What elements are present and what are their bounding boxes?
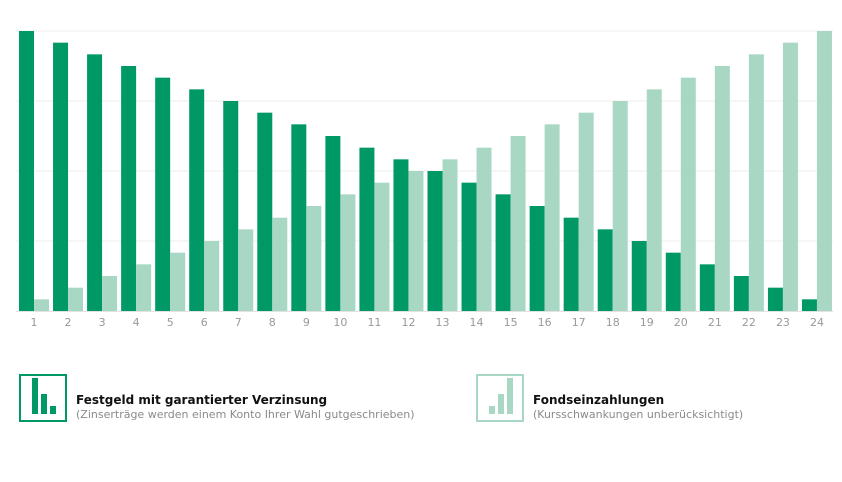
x-tick-label: 8 xyxy=(269,316,276,329)
bar-festgeld xyxy=(291,124,307,311)
bar-fonds xyxy=(612,101,628,311)
x-tick-label: 11 xyxy=(367,316,381,329)
legend-item-fonds: Fondseinzahlungen (Kursschwankungen unbe… xyxy=(476,374,743,422)
bar-fonds xyxy=(306,206,322,311)
bar-fonds xyxy=(408,171,424,311)
bar-festgeld xyxy=(529,206,545,311)
bar-festgeld xyxy=(19,31,34,311)
rising-bars-icon xyxy=(476,374,524,422)
x-tick-label: 7 xyxy=(235,316,242,329)
bar-fonds xyxy=(68,287,84,311)
x-tick-label: 3 xyxy=(99,316,106,329)
bar-festgeld xyxy=(223,101,239,311)
bar-fonds xyxy=(374,182,390,311)
x-tick-label: 18 xyxy=(606,316,620,329)
bar-festgeld xyxy=(699,264,715,311)
x-tick-label: 4 xyxy=(133,316,140,329)
bar-festgeld xyxy=(631,241,647,311)
bar-fonds xyxy=(782,42,798,312)
bar-fonds xyxy=(272,217,288,311)
x-tick-label: 6 xyxy=(201,316,208,329)
bar-festgeld xyxy=(733,276,749,311)
x-tick-label: 10 xyxy=(333,316,347,329)
gridlines xyxy=(16,30,833,242)
x-tick-label: 5 xyxy=(167,316,174,329)
x-tick-label: 23 xyxy=(776,316,790,329)
x-tick-label: 17 xyxy=(572,316,586,329)
bar-festgeld xyxy=(359,147,375,311)
bar-festgeld xyxy=(597,229,613,311)
bar-festgeld xyxy=(121,66,137,311)
bar-fonds xyxy=(544,124,560,311)
x-tick-label: 19 xyxy=(640,316,654,329)
legend-subtitle: (Zinserträge werden einem Konto Ihrer Wa… xyxy=(76,408,415,421)
bar-fonds xyxy=(136,264,152,311)
x-tick-label: 14 xyxy=(470,316,484,329)
bar-fonds xyxy=(476,147,492,311)
bar-festgeld xyxy=(495,194,511,311)
x-tick-labels: 1 2 3 4 5 6 7 8 9 10 11 12 13 14 15 16 17 18 19 20 21 22 23 24 xyxy=(31,316,824,329)
bar-fonds xyxy=(680,77,696,311)
x-tick-label: 1 xyxy=(31,316,38,329)
x-tick-label: 21 xyxy=(708,316,722,329)
x-tick-label: 16 xyxy=(538,316,552,329)
bar-festgeld xyxy=(257,112,273,311)
bar-fonds xyxy=(578,112,594,311)
x-tick-label: 13 xyxy=(436,316,450,329)
x-tick-label: 20 xyxy=(674,316,688,329)
bar-fonds xyxy=(510,136,526,311)
bar-fonds xyxy=(340,194,356,311)
bar-chart: 1 2 3 4 5 6 7 8 9 10 11 12 13 14 15 16 17 18 19 20 21 22 23 24 xyxy=(16,30,833,329)
bar-festgeld xyxy=(53,42,69,312)
legend-title: Festgeld mit garantierter Verzinsung xyxy=(76,393,328,407)
declining-bars-icon xyxy=(19,374,67,422)
x-tick-label: 2 xyxy=(65,316,72,329)
bar-fonds xyxy=(714,66,730,311)
bar-fonds xyxy=(102,276,118,311)
bar-fonds xyxy=(170,252,186,311)
legend-title: Fondseinzahlungen xyxy=(533,393,665,407)
bar-fonds xyxy=(442,159,458,311)
legend-subtitle: (Kursschwankungen unberücksichtigt) xyxy=(533,408,744,421)
bar-festgeld xyxy=(155,77,171,311)
bar-festgeld xyxy=(87,54,103,311)
bar-festgeld xyxy=(393,159,409,311)
bar-festgeld xyxy=(563,217,579,311)
bar-fonds xyxy=(646,89,662,311)
bars xyxy=(19,31,832,312)
bar-festgeld xyxy=(665,252,681,311)
bar-fonds xyxy=(34,299,49,311)
legend-item-festgeld: Festgeld mit garantierter Verzinsung (Zi… xyxy=(19,374,415,422)
bar-festgeld xyxy=(427,171,443,311)
bar-fonds xyxy=(238,229,254,311)
bar-fonds xyxy=(748,54,764,311)
bar-fonds xyxy=(204,241,220,311)
x-tick-label: 15 xyxy=(504,316,518,329)
x-tick-label: 22 xyxy=(742,316,756,329)
bar-festgeld xyxy=(801,299,817,311)
bar-festgeld xyxy=(325,136,341,311)
bar-festgeld xyxy=(189,89,205,311)
bar-festgeld xyxy=(461,182,477,311)
x-tick-label: 9 xyxy=(303,316,310,329)
x-tick-label: 24 xyxy=(810,316,824,329)
bar-fonds xyxy=(816,31,832,311)
x-tick-label: 12 xyxy=(401,316,415,329)
bar-festgeld xyxy=(767,287,783,311)
